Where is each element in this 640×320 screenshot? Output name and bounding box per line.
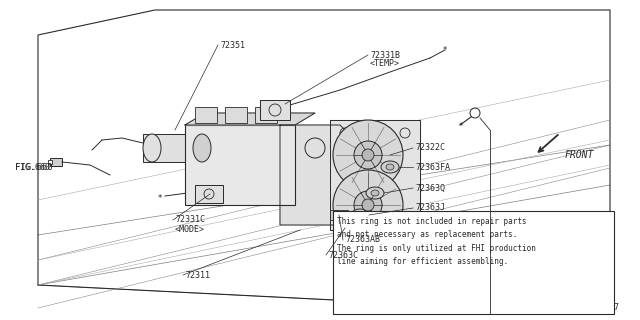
Ellipse shape xyxy=(381,161,399,173)
Text: FIG.660: FIG.660 xyxy=(15,164,52,172)
Text: <MODE>: <MODE> xyxy=(175,225,205,234)
Bar xyxy=(48,160,52,164)
Text: 72322C: 72322C xyxy=(415,143,445,153)
Text: FIG.660: FIG.660 xyxy=(15,164,50,172)
Ellipse shape xyxy=(356,212,364,218)
Ellipse shape xyxy=(351,209,369,221)
Text: 72363FA: 72363FA xyxy=(415,163,450,172)
Circle shape xyxy=(362,199,374,211)
Bar xyxy=(255,107,277,123)
Polygon shape xyxy=(185,113,315,125)
Bar xyxy=(330,210,348,220)
Circle shape xyxy=(354,141,382,169)
Text: 72363J: 72363J xyxy=(415,204,445,212)
Ellipse shape xyxy=(193,134,211,162)
Text: *: * xyxy=(459,123,463,132)
Text: *: * xyxy=(158,194,162,203)
Bar xyxy=(143,134,193,162)
Text: 72331C: 72331C xyxy=(175,215,205,225)
Ellipse shape xyxy=(337,223,353,233)
Polygon shape xyxy=(280,125,370,225)
Ellipse shape xyxy=(386,164,394,170)
Ellipse shape xyxy=(371,190,379,196)
Bar xyxy=(195,185,223,203)
Bar xyxy=(195,107,217,123)
Circle shape xyxy=(333,170,403,240)
Bar xyxy=(185,125,295,205)
Text: <TEMP>: <TEMP> xyxy=(370,60,400,68)
Text: FRONT: FRONT xyxy=(565,150,595,160)
Text: 72363Q: 72363Q xyxy=(415,183,445,193)
Ellipse shape xyxy=(366,187,384,199)
Polygon shape xyxy=(330,120,420,230)
Bar xyxy=(225,107,247,123)
Bar xyxy=(260,100,290,120)
Text: 72311: 72311 xyxy=(185,270,210,279)
Text: 72351: 72351 xyxy=(220,41,245,50)
Circle shape xyxy=(354,191,382,219)
Bar xyxy=(50,158,62,166)
Text: 72363AB: 72363AB xyxy=(345,236,380,244)
Text: 72363C: 72363C xyxy=(328,251,358,260)
Circle shape xyxy=(333,120,403,190)
Circle shape xyxy=(362,149,374,161)
Text: This ring is not included in repair parts
and not necessary as replacement parts: This ring is not included in repair part… xyxy=(337,217,536,266)
Bar xyxy=(333,211,614,314)
Ellipse shape xyxy=(143,134,161,162)
Text: 72331B: 72331B xyxy=(370,51,400,60)
Text: A723001147: A723001147 xyxy=(570,303,620,312)
Text: *: * xyxy=(443,45,447,54)
